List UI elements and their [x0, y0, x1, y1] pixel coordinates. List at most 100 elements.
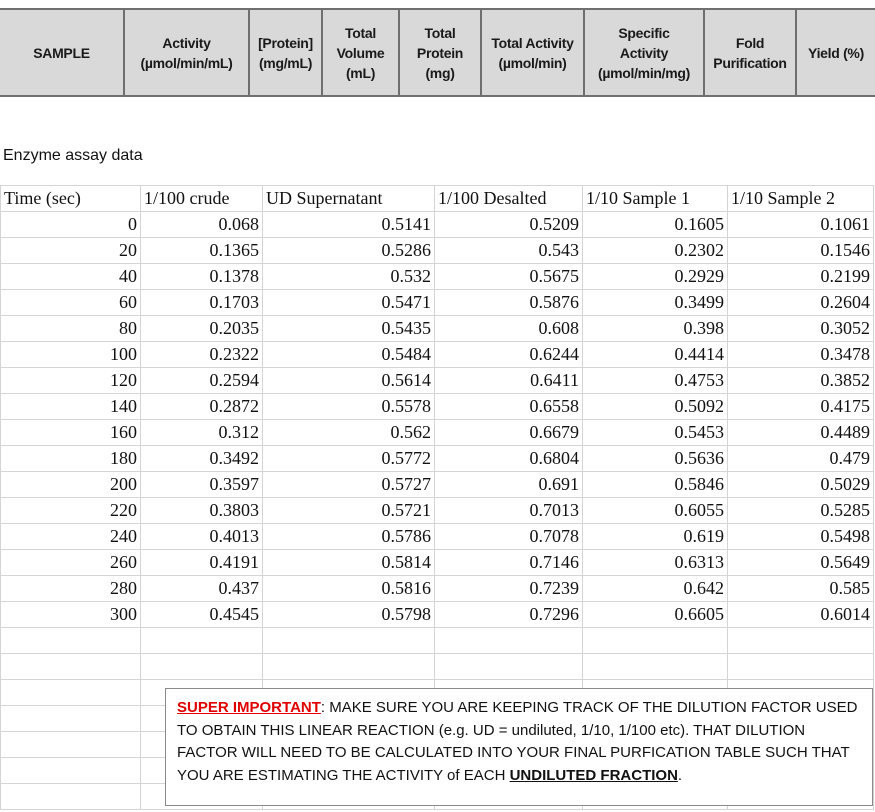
cell: 0.4753	[582, 367, 728, 394]
data-row: 40 0.1378 0.532 0.5675 0.2929 0.2199	[0, 263, 874, 290]
cell: 0.4545	[140, 601, 263, 628]
section-title: Enzyme assay data	[3, 147, 143, 164]
cell: 0.7013	[434, 497, 583, 524]
cell: 0.2302	[582, 237, 728, 264]
cell: 0.3852	[727, 367, 874, 394]
data-row: 240 0.4013 0.5786 0.7078 0.619 0.5498	[0, 523, 874, 550]
empty-cell	[727, 653, 874, 680]
cell: 0.6055	[582, 497, 728, 524]
cell: 0.5614	[262, 367, 435, 394]
cell: 0.2872	[140, 393, 263, 420]
header-text: Activity	[162, 34, 211, 51]
cell: 0.2199	[727, 263, 874, 290]
data-row: 260 0.4191 0.5814 0.7146 0.6313 0.5649	[0, 549, 874, 576]
cell: 0.5772	[262, 445, 435, 472]
cell: 0.2604	[727, 289, 874, 316]
header-text: Volume	[336, 44, 385, 61]
cell: 0.2929	[582, 263, 728, 290]
cell: 0.6679	[434, 419, 583, 446]
empty-cell	[0, 627, 141, 654]
cell: 180	[0, 445, 141, 472]
cell: 0.1061	[727, 211, 874, 238]
empty-cell	[434, 653, 583, 680]
cell: 0.5286	[262, 237, 435, 264]
column-header: Time (sec)	[0, 185, 141, 212]
cell: 0.7296	[434, 601, 583, 628]
data-row: 180 0.3492 0.5772 0.6804 0.5636 0.479	[0, 445, 874, 472]
cell: 300	[0, 601, 141, 628]
empty-cell	[0, 653, 141, 680]
cell: 0.6605	[582, 601, 728, 628]
cell: 0.2322	[140, 341, 263, 368]
cell: 0.5636	[582, 445, 728, 472]
data-row: 80 0.2035 0.5435 0.608 0.398 0.3052	[0, 315, 874, 342]
column-header: 1/100 Desalted	[434, 185, 583, 212]
cell: 200	[0, 471, 141, 498]
cell: 0.437	[140, 575, 263, 602]
header-text: (µmol/min)	[498, 54, 567, 71]
cell: 0.7146	[434, 549, 583, 576]
cell: 0.479	[727, 445, 874, 472]
cell: 0.6804	[434, 445, 583, 472]
cell: 0.1605	[582, 211, 728, 238]
cell: 0.532	[262, 263, 435, 290]
note-body: : MAKE SURE YOU ARE KEEPING TRACK OF THE…	[177, 699, 858, 784]
empty-cell	[140, 627, 263, 654]
note-box: SUPER IMPORTANT: MAKE SURE YOU ARE KEEPI…	[165, 688, 873, 806]
data-row: 20 0.1365 0.5286 0.543 0.2302 0.1546	[0, 237, 874, 264]
data-row: 200 0.3597 0.5727 0.691 0.5846 0.5029	[0, 471, 874, 498]
cell: 0.398	[582, 315, 728, 342]
header-cell: Yield (%)	[797, 10, 875, 95]
cell: 0.5029	[727, 471, 874, 498]
cell: 0.5675	[434, 263, 583, 290]
empty-cell	[727, 627, 874, 654]
cell: 0.3597	[140, 471, 263, 498]
cell: 140	[0, 393, 141, 420]
cell: 0.642	[582, 575, 728, 602]
cell: 20	[0, 237, 141, 264]
cell: 0.2594	[140, 367, 263, 394]
empty-cell	[0, 731, 141, 758]
header-cell: Specific Activity (µmol/min/mg)	[585, 10, 705, 95]
empty-cell	[582, 653, 728, 680]
header-cell: SAMPLE	[0, 10, 125, 95]
header-text: Purification	[713, 54, 787, 71]
cell: 0.3052	[727, 315, 874, 342]
data-row: 280 0.437 0.5816 0.7239 0.642 0.585	[0, 575, 874, 602]
header-row: Time (sec) 1/100 crude UD Supernatant 1/100…	[0, 185, 874, 212]
cell: 0.2035	[140, 315, 263, 342]
header-cell: Total Volume (mL)	[323, 10, 400, 95]
cell: 0.585	[727, 575, 874, 602]
cell: 0.543	[434, 237, 583, 264]
cell: 0.1378	[140, 263, 263, 290]
header-text: SAMPLE	[33, 44, 90, 61]
cell: 0.5285	[727, 497, 874, 524]
cell: 0.6244	[434, 341, 583, 368]
cell: 0.1546	[727, 237, 874, 264]
cell: 0.5453	[582, 419, 728, 446]
cell: 80	[0, 315, 141, 342]
cell: 0.5649	[727, 549, 874, 576]
cell: 60	[0, 289, 141, 316]
header-text: (µmol/min/mL)	[140, 54, 233, 71]
empty-cell	[0, 783, 141, 810]
cell: 0.5092	[582, 393, 728, 420]
cell: 160	[0, 419, 141, 446]
cell: 0.6313	[582, 549, 728, 576]
empty-cell	[140, 653, 263, 680]
cell: 0.4175	[727, 393, 874, 420]
cell: 0.7078	[434, 523, 583, 550]
header-text: Total	[345, 24, 376, 41]
cell: 0.1703	[140, 289, 263, 316]
cell: 0.4013	[140, 523, 263, 550]
empty-row	[0, 627, 874, 654]
cell: 0.3492	[140, 445, 263, 472]
empty-cell	[582, 627, 728, 654]
header-cell: Total Protein (mg)	[400, 10, 482, 95]
cell: 0.619	[582, 523, 728, 550]
cell: 0.562	[262, 419, 435, 446]
data-row: 160 0.312 0.562 0.6679 0.5453 0.4489	[0, 419, 874, 446]
cell: 0.5141	[262, 211, 435, 238]
cell: 100	[0, 341, 141, 368]
cell: 0.5846	[582, 471, 728, 498]
